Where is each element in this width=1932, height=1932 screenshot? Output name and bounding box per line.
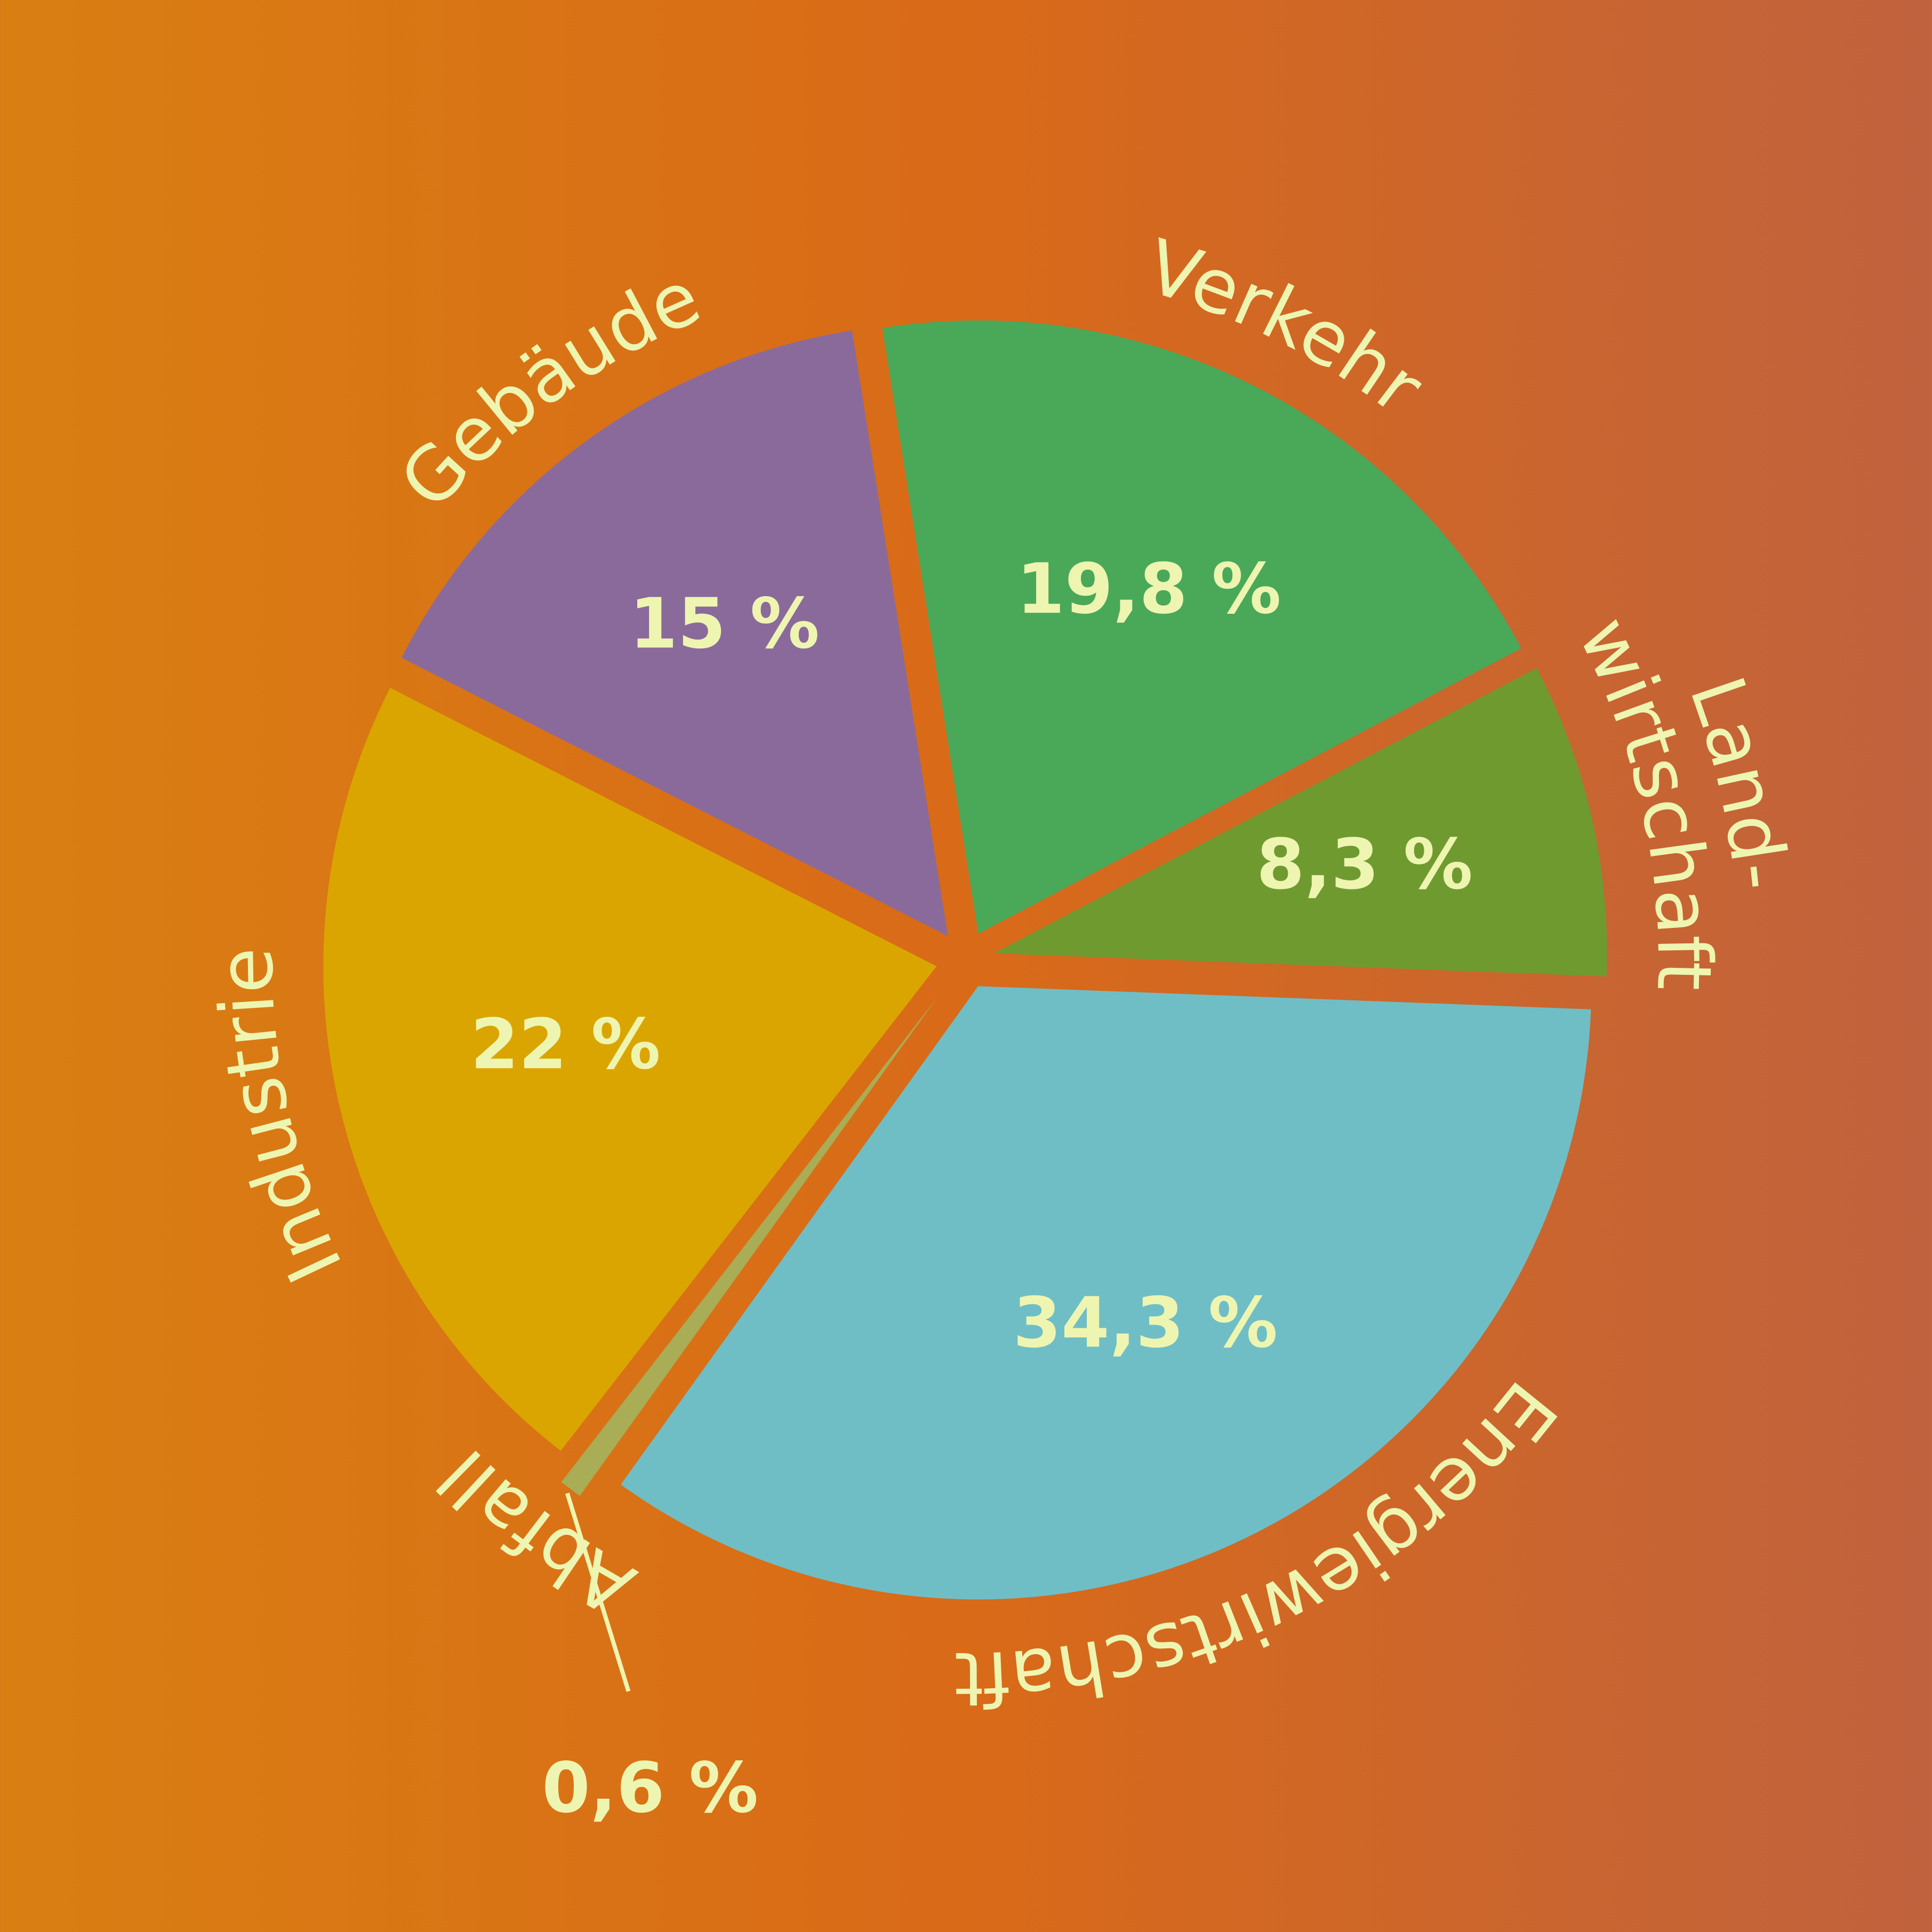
pie-slice — [621, 986, 1591, 1600]
value-label: 22 % — [470, 1004, 660, 1085]
pie-slice — [402, 330, 948, 936]
value-label: 15 % — [629, 583, 819, 664]
pie-slice — [993, 668, 1607, 977]
pie-slice — [323, 687, 937, 1451]
leader-line — [565, 1493, 631, 1692]
pie-slice — [882, 320, 1521, 934]
value-label: 19,8 % — [1016, 548, 1281, 629]
value-label: 0,6 % — [542, 1747, 758, 1829]
category-label: Abfall — [422, 1433, 649, 1632]
value-label: 34,3 % — [1013, 1282, 1278, 1363]
pie-slice — [561, 997, 937, 1496]
value-label: 8,3 % — [1256, 824, 1473, 905]
